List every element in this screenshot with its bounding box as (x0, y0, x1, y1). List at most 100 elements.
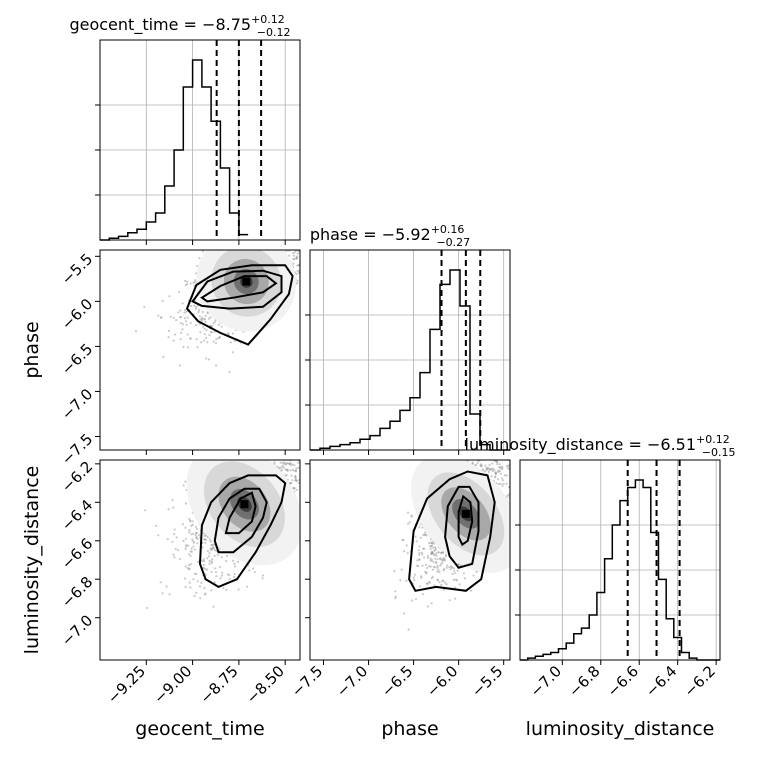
sample-point (430, 559, 434, 562)
sample-point (416, 559, 419, 562)
sample-point (286, 468, 289, 471)
sample-point (408, 521, 411, 524)
sample-point (209, 547, 212, 550)
sample-point (203, 318, 206, 321)
sample-point (322, 219, 324, 221)
contour-level-3 (185, 264, 294, 346)
sample-point (209, 316, 212, 319)
sample-point (435, 554, 438, 557)
sample-point (338, 220, 340, 222)
sample-point (279, 451, 281, 453)
sample-point (484, 464, 487, 467)
sample-point (574, 457, 576, 459)
sample-point (188, 581, 191, 584)
sample-point (229, 341, 232, 344)
title-plus: +0.16 (431, 223, 465, 236)
sample-point (264, 433, 266, 435)
sample-point (502, 482, 505, 485)
sample-point (327, 457, 329, 459)
contour-level-1 (224, 491, 257, 535)
sample-point (197, 533, 201, 537)
sample-point (284, 468, 287, 471)
sample-point (285, 468, 288, 471)
sample-point (198, 315, 201, 318)
sample-point (273, 245, 275, 247)
sample-point (454, 597, 457, 600)
sample-point (426, 605, 429, 608)
sample-point (247, 454, 249, 456)
sample-point (305, 434, 307, 436)
sample-point (249, 457, 251, 459)
sample-point (439, 557, 442, 560)
sample-point (256, 437, 258, 439)
sample-point (432, 565, 435, 569)
sample-point (445, 555, 448, 558)
sample-point (251, 454, 253, 456)
sample-point (228, 577, 231, 581)
sample-point (181, 302, 184, 305)
sample-point (476, 455, 478, 457)
sample-point (259, 456, 261, 458)
sample-point (499, 472, 502, 475)
sample-point (478, 456, 480, 458)
sample-point (189, 304, 193, 308)
sample-point (303, 245, 305, 247)
sample-point (269, 222, 271, 224)
sample-point (430, 602, 433, 605)
sample-point (188, 567, 191, 571)
x-tick-label: −6.5 (378, 662, 416, 700)
sample-point (527, 430, 529, 432)
sample-point (291, 468, 295, 471)
sample-point (280, 466, 283, 469)
y-tick-label: −6.5 (58, 340, 96, 378)
sample-point (179, 557, 182, 561)
sample-point (171, 540, 174, 543)
sample-point (199, 318, 202, 321)
sample-point (429, 541, 432, 544)
sample-point (279, 211, 281, 213)
sample-point (251, 453, 253, 455)
sample-point (289, 244, 291, 246)
sample-point (190, 533, 193, 536)
sample-point (173, 333, 176, 336)
sample-point (205, 329, 208, 332)
sample-point (514, 455, 516, 457)
sample-point (249, 248, 251, 250)
sample-point (238, 447, 240, 449)
sample-point (314, 254, 316, 256)
sample-point (274, 433, 276, 435)
sample-point (293, 211, 295, 213)
sample-point (273, 222, 275, 224)
sample-point (292, 262, 295, 265)
sample-point (288, 462, 291, 465)
sample-point (283, 443, 285, 445)
sample-point (192, 541, 196, 544)
panel-contents (393, 430, 576, 631)
sample-point (489, 454, 491, 456)
sample-point (420, 551, 423, 554)
sample-point (173, 528, 176, 531)
sample-point (261, 452, 263, 454)
sample-point (267, 413, 269, 415)
sample-point (272, 220, 274, 222)
sample-point (271, 209, 273, 211)
sample-point (420, 576, 423, 579)
sample-point (250, 244, 252, 246)
sample-point (246, 585, 249, 588)
sample-point (292, 258, 295, 261)
sample-point (208, 552, 211, 555)
sample-point (290, 481, 293, 485)
sample-point (430, 553, 433, 556)
sample-point (501, 466, 504, 469)
sample-point (292, 226, 294, 228)
sample-point (441, 551, 444, 554)
sample-point (194, 531, 197, 535)
sample-point (231, 444, 233, 446)
scatter-panel-geocent_time-phase (95, 209, 340, 455)
sample-point (262, 574, 265, 577)
sample-point (261, 577, 264, 580)
sample-point (301, 475, 303, 477)
sample-point (414, 535, 417, 538)
sample-point (417, 549, 420, 552)
y-tick-label: −6.6 (58, 534, 96, 572)
